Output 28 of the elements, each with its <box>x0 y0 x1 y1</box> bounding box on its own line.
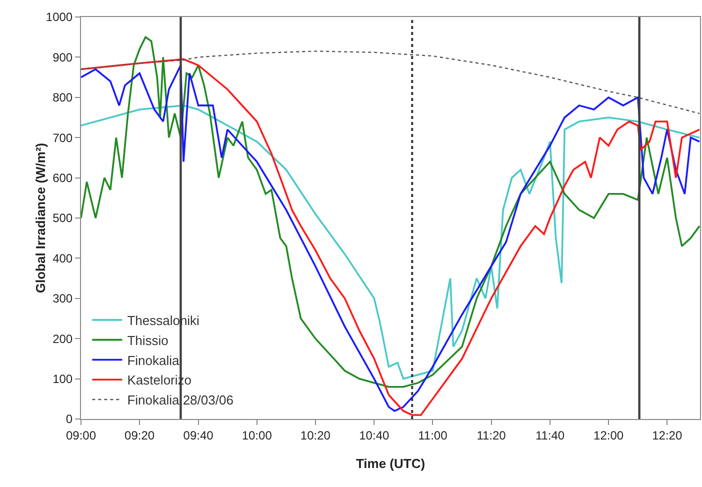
legend-label: Finokalia 28/03/06 <box>127 392 234 408</box>
y-tick-label: 900 <box>52 50 73 64</box>
x-tick-label: 11:00 <box>418 428 448 442</box>
x-tick-label: 10:20 <box>300 428 331 442</box>
x-axis-title: Time (UTC) <box>356 456 426 471</box>
y-tick-label: 300 <box>52 292 73 306</box>
legend-label: Finokalia <box>127 352 180 368</box>
y-tick-label: 700 <box>52 130 73 145</box>
y-tick-label: 500 <box>52 211 73 226</box>
x-tick-label: 10:00 <box>242 428 272 442</box>
x-tick-label: 09:40 <box>183 428 214 442</box>
y-tick-label: 800 <box>52 90 73 105</box>
line-series <box>81 50 700 114</box>
x-tick-label: 09:20 <box>124 428 155 442</box>
x-tick-label: 12:20 <box>652 428 682 442</box>
y-tick-label: 1000 <box>46 10 73 24</box>
x-tick-label: 11:40 <box>535 428 565 442</box>
x-tick-label: 12:00 <box>594 428 624 442</box>
x-tick-label: 11:20 <box>476 428 506 442</box>
y-tick-label: 100 <box>52 372 73 386</box>
x-tick-label: 09:00 <box>66 428 96 442</box>
y-axis-title: Global Irradiance (W/m²) <box>33 142 48 294</box>
y-tick-label: 600 <box>52 171 73 185</box>
legend-label: Thissio <box>127 332 168 348</box>
y-tick-label: 400 <box>52 251 73 266</box>
y-tick-label: 200 <box>52 332 73 346</box>
x-tick-label: 10:40 <box>359 428 390 442</box>
y-tick-label: 0 <box>66 412 73 426</box>
